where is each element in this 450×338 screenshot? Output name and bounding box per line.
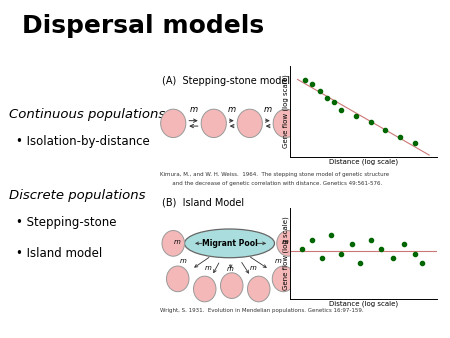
Ellipse shape (194, 276, 216, 302)
Text: and the decrease of genetic correlation with distance. Genetics 49:561-576.: and the decrease of genetic correlation … (160, 181, 382, 186)
Text: m: m (189, 105, 198, 114)
Point (389, 256, 396, 261)
Point (319, 256, 326, 261)
Ellipse shape (201, 109, 226, 138)
Text: m: m (264, 105, 272, 114)
X-axis label: Distance (log scale): Distance (log scale) (329, 159, 398, 165)
Y-axis label: Gene flow (log scale): Gene flow (log scale) (282, 217, 289, 290)
Point (367, 237, 374, 243)
Ellipse shape (162, 231, 184, 256)
Text: Migrant Pool: Migrant Pool (202, 239, 257, 248)
Point (382, 127, 389, 132)
Point (377, 246, 384, 251)
Text: m: m (180, 258, 187, 264)
Text: Dispersal models: Dispersal models (22, 14, 265, 38)
Text: • Isolation-by-distance: • Isolation-by-distance (16, 135, 149, 148)
Point (411, 251, 418, 256)
Point (338, 251, 345, 256)
Text: m: m (228, 105, 236, 114)
Point (316, 89, 323, 94)
X-axis label: Distance (log scale): Distance (log scale) (329, 300, 398, 307)
Text: m: m (249, 265, 256, 271)
Ellipse shape (237, 109, 262, 138)
Point (309, 81, 316, 87)
Ellipse shape (161, 109, 186, 138)
Text: m: m (173, 239, 180, 245)
Text: Wright, S. 1931.  Evolution in Mendelian populations. Genetics 16:97-159.: Wright, S. 1931. Evolution in Mendelian … (160, 308, 364, 313)
Ellipse shape (277, 231, 299, 256)
Point (357, 260, 364, 265)
Point (302, 77, 309, 82)
Text: • Stepping-stone: • Stepping-stone (16, 216, 116, 229)
Point (396, 135, 404, 140)
Ellipse shape (220, 273, 243, 298)
Ellipse shape (248, 276, 270, 302)
Text: m: m (281, 239, 288, 245)
Ellipse shape (272, 266, 295, 292)
Point (418, 260, 426, 265)
Text: (A)  Stepping-stone model: (A) Stepping-stone model (162, 76, 290, 86)
Point (328, 233, 335, 238)
Ellipse shape (184, 229, 274, 258)
Point (411, 141, 418, 146)
Ellipse shape (166, 266, 189, 292)
Y-axis label: Gene flow (log scale): Gene flow (log scale) (282, 75, 289, 148)
Point (330, 100, 338, 105)
Point (323, 95, 330, 101)
Point (309, 237, 316, 243)
Point (352, 113, 360, 119)
Text: m: m (274, 258, 282, 264)
Text: Kimura, M., and W. H. Weiss.  1964.  The stepping stone model of genetic structu: Kimura, M., and W. H. Weiss. 1964. The s… (160, 172, 389, 177)
Text: m: m (204, 265, 212, 271)
Point (348, 242, 356, 247)
Text: Discrete populations: Discrete populations (9, 189, 145, 202)
Point (400, 242, 408, 247)
Text: m: m (227, 266, 234, 272)
Point (338, 107, 345, 113)
Ellipse shape (273, 109, 298, 138)
Point (298, 246, 306, 251)
Text: (B)  Island Model: (B) Island Model (162, 198, 244, 208)
Text: • Island model: • Island model (16, 247, 102, 260)
Point (367, 120, 374, 125)
Text: Continuous populations: Continuous populations (9, 108, 165, 121)
